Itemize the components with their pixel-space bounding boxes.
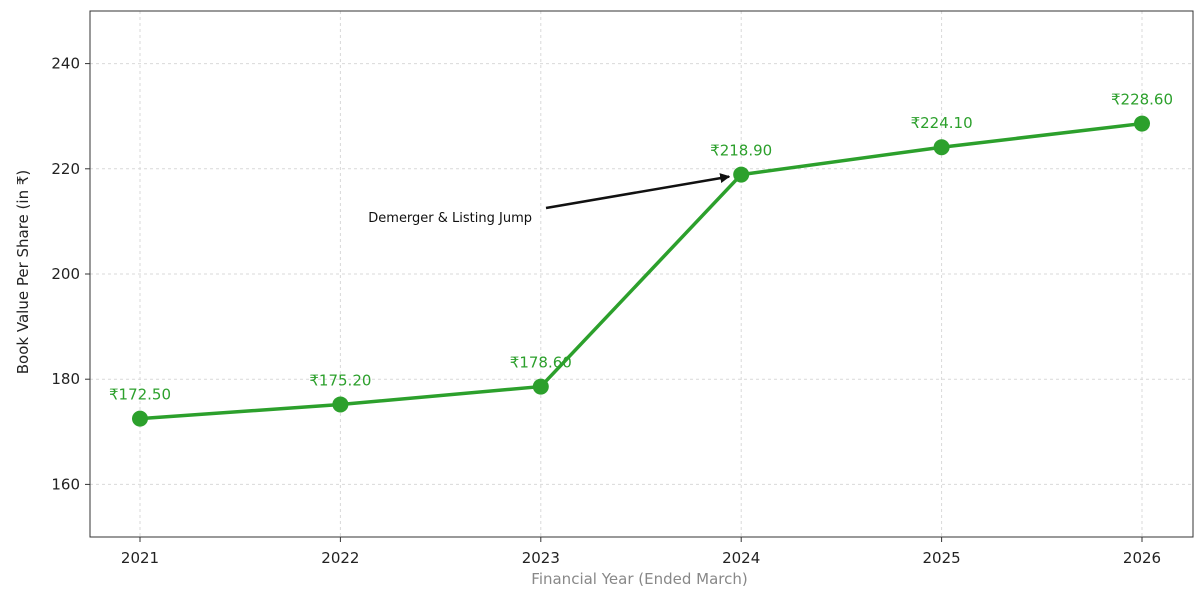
data-label: ₹178.60 <box>510 354 572 372</box>
y-tick-label: 220 <box>51 160 80 178</box>
y-tick-label: 200 <box>51 265 80 283</box>
data-label: ₹218.90 <box>710 142 772 160</box>
data-label: ₹172.50 <box>109 386 171 404</box>
y-axis-title: Book Value Per Share (in ₹) <box>14 170 32 374</box>
data-point <box>532 378 549 395</box>
annotation-label: Demerger & Listing Jump <box>368 211 532 226</box>
x-tick-label: 2025 <box>923 549 961 567</box>
data-point <box>733 166 750 183</box>
annotation-arrow <box>545 173 731 210</box>
data-point <box>132 410 148 427</box>
series-line <box>139 121 1143 421</box>
data-label: ₹175.20 <box>309 371 371 389</box>
x-tick-label: 2023 <box>522 549 560 567</box>
data-point <box>332 396 349 413</box>
data-point <box>933 139 950 156</box>
y-tick-label: 240 <box>51 55 80 73</box>
y-tick-label: 180 <box>51 370 80 388</box>
annotations: Demerger & Listing Jump <box>368 173 731 226</box>
axes: 2021 2022 2023 2024 2025 2026 160 180 200 220 240 F… <box>14 10 1194 588</box>
y-tick-label: 160 <box>51 475 80 493</box>
series-layer <box>132 115 1150 427</box>
x-tick-label: 2022 <box>321 549 359 567</box>
data-label: ₹224.10 <box>911 114 973 132</box>
plot-frame <box>89 10 1194 538</box>
data-labels: ₹172.50 ₹175.20 ₹178.60 ₹218.90 ₹224.10 ₹228.… <box>109 91 1173 404</box>
x-tick-label: 2026 <box>1123 549 1161 567</box>
x-tick-label: 2024 <box>722 549 760 567</box>
x-axis-title: Financial Year (Ended March) <box>531 570 747 588</box>
data-label: ₹228.60 <box>1111 91 1173 109</box>
grid <box>90 11 1193 537</box>
data-point <box>1134 115 1150 132</box>
x-tick-label: 2021 <box>121 549 159 567</box>
